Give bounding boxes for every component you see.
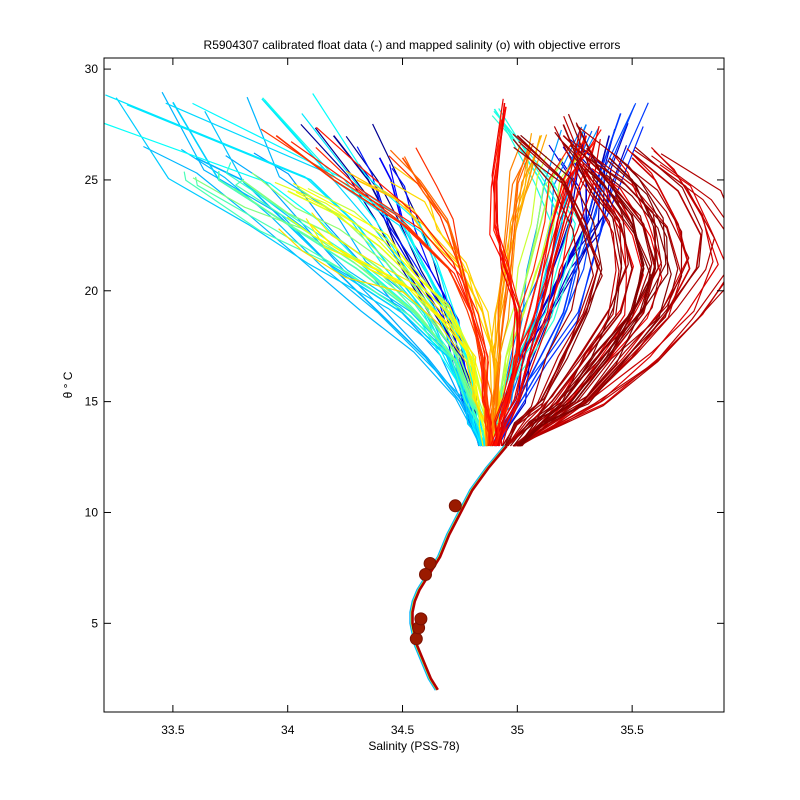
y-tick-label: 20 (85, 284, 99, 298)
mapped-salinity-point (414, 612, 428, 626)
float-profile (346, 170, 500, 447)
deep-profile-line (411, 445, 508, 691)
float-profile (305, 218, 484, 447)
float-profile (507, 141, 603, 447)
float-profile (278, 228, 488, 447)
x-tick-label: 35 (511, 723, 525, 737)
float-profile (311, 212, 490, 447)
float-profile (519, 160, 724, 447)
float-profile (315, 146, 495, 447)
float-profile (490, 151, 530, 447)
float-profile (514, 143, 683, 447)
x-tick-label: 35.5 (620, 723, 644, 737)
float-profile (513, 152, 663, 447)
float-profile (517, 174, 672, 447)
float-profile (183, 171, 492, 447)
float-profile (520, 145, 679, 447)
float-profile (519, 175, 652, 447)
float-profile (501, 138, 580, 447)
mapped-salinity-point (419, 568, 432, 581)
y-tick-label: 5 (91, 616, 98, 630)
y-tick-label: 30 (85, 62, 99, 76)
plot-frame (103, 57, 725, 713)
y-tick-label: 15 (85, 395, 99, 409)
y-axis-label: θ ° C (61, 371, 75, 398)
float-profile (513, 160, 663, 447)
x-axis-ticks: 33.5 34 34.5 35 35.5 (161, 58, 644, 737)
float-profile (315, 126, 492, 447)
mapped-salinity-point (423, 557, 437, 570)
mapped-salinity-points (409, 499, 462, 646)
float-profile (165, 102, 484, 447)
float-profile (504, 122, 653, 447)
x-tick-label: 33.5 (161, 723, 185, 737)
chart-title: R5904307 calibrated float data (-) and m… (204, 38, 621, 52)
x-tick-label: 34.5 (391, 723, 415, 737)
float-profile (497, 125, 600, 447)
float-profile (251, 172, 490, 447)
float-profile (515, 153, 724, 447)
float-profile (513, 161, 623, 447)
float-profile (506, 126, 620, 447)
float-profile (497, 139, 597, 447)
float-profile (486, 152, 538, 447)
y-tick-label: 25 (85, 173, 99, 187)
mapped-salinity-point (448, 499, 462, 513)
float-profile (491, 102, 521, 447)
float-profiles (104, 91, 724, 447)
x-axis-label: Salinity (PSS-78) (368, 739, 459, 753)
x-tick-label: 34 (281, 723, 295, 737)
mapped-salinity-point (409, 632, 423, 646)
float-profile (517, 147, 629, 447)
float-profile (502, 146, 595, 447)
y-axis-ticks: 5 10 15 20 25 30 (85, 62, 724, 630)
float-profile (260, 128, 493, 447)
float-profile (485, 108, 571, 447)
float-profile (515, 163, 617, 447)
y-tick-label: 10 (85, 505, 99, 519)
float-profile (501, 138, 601, 447)
float-profile (516, 168, 645, 447)
float-profile (512, 160, 659, 447)
float-profile (143, 145, 481, 447)
float-profile (493, 110, 522, 447)
float-profile (115, 97, 488, 447)
float-profile (518, 157, 645, 447)
